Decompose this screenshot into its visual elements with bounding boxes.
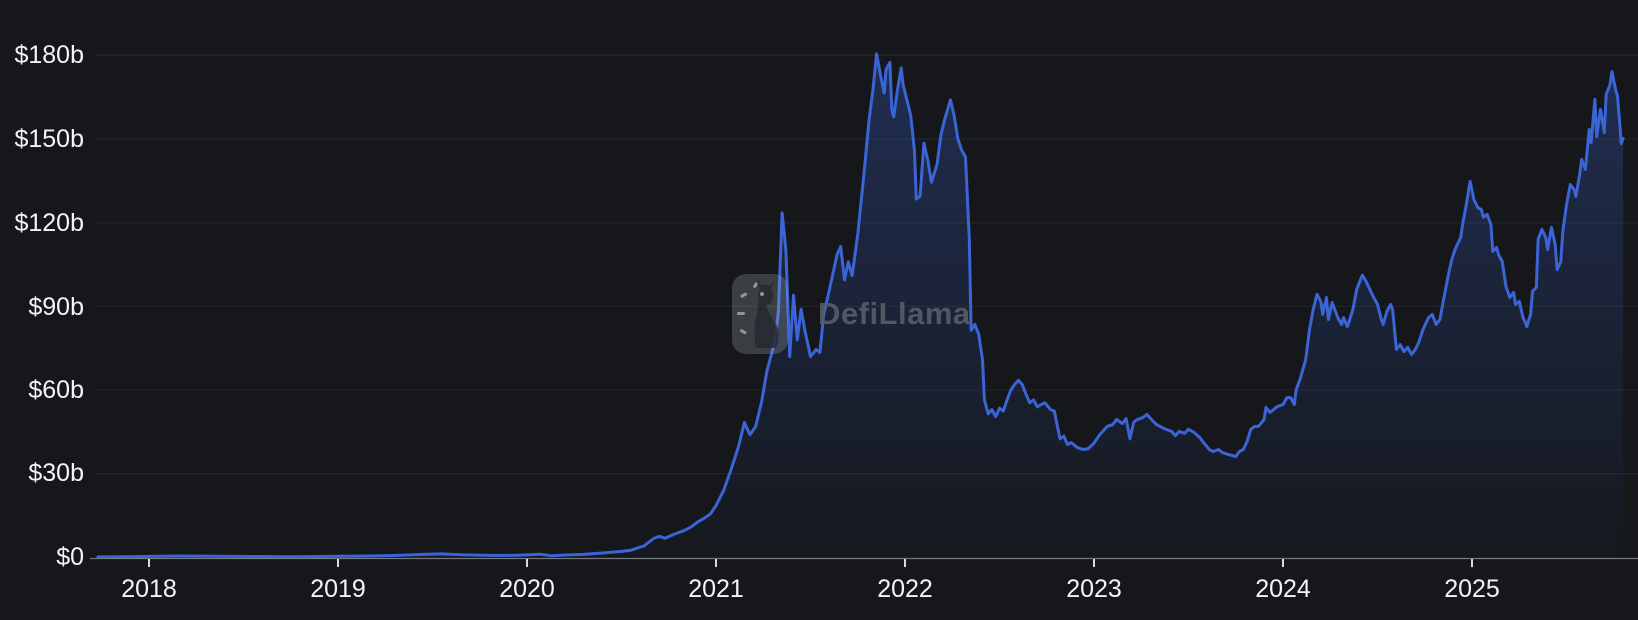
tvl-area-path [98, 53, 1624, 559]
x-tick-label-2018: 2018 [121, 575, 177, 603]
tvl-area-fill [98, 53, 1624, 559]
y-tick-label-0: $0 [56, 543, 84, 571]
y-tick-label-90: $90b [28, 293, 84, 321]
y-tick-label-60: $60b [28, 376, 84, 404]
x-tick-label-2024: 2024 [1255, 575, 1311, 603]
x-tick-label-2023: 2023 [1066, 575, 1122, 603]
x-tick-label-2019: 2019 [310, 575, 366, 603]
x-tick-label-2021: 2021 [688, 575, 744, 603]
x-tick-label-2020: 2020 [499, 575, 555, 603]
y-tick-label-180: $180b [14, 41, 84, 69]
x-tick-label-2025: 2025 [1444, 575, 1500, 603]
x-axis [90, 557, 1638, 567]
y-tick-label-150: $150b [14, 125, 84, 153]
x-tick-label-2022: 2022 [877, 575, 933, 603]
y-tick-label-120: $120b [14, 209, 84, 237]
y-tick-label-30: $30b [28, 459, 84, 487]
